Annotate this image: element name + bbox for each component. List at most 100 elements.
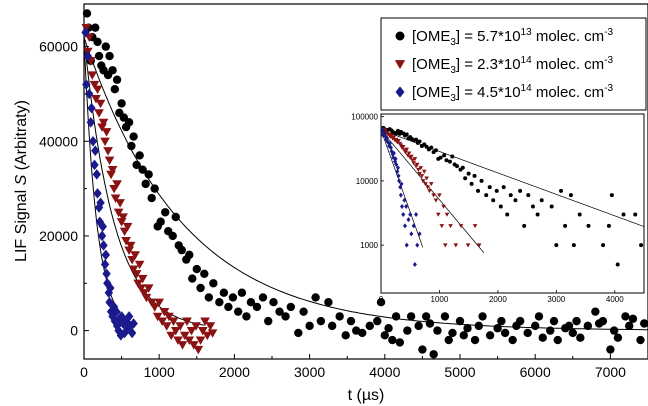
inset-point-series-0: [484, 193, 489, 198]
data-point-series-0: [112, 75, 122, 84]
inset-point-series-0: [606, 223, 611, 228]
inset-point-series-1: [404, 147, 410, 152]
inset-point-series-1: [409, 154, 414, 159]
data-point-series-0: [395, 338, 405, 347]
data-point-series-1: [122, 222, 133, 232]
y-tick-label: 60000: [39, 39, 78, 55]
data-point-series-1: [130, 251, 140, 260]
y-tick-label: 0: [70, 323, 78, 339]
inset-point-series-0: [469, 181, 474, 186]
data-point-series-1: [166, 331, 177, 341]
data-point-series-1: [118, 213, 128, 222]
inset-point-series-0: [568, 193, 573, 198]
inset-point-series-0: [463, 176, 468, 181]
data-point-series-0: [358, 328, 367, 338]
inset-point-series-2: [402, 197, 407, 203]
data-point-series-2: [112, 306, 121, 317]
inset-point-series-1: [442, 243, 448, 248]
data-point-series-0: [224, 302, 233, 312]
data-point-series-0: [598, 316, 608, 326]
inset-point-series-1: [410, 158, 415, 163]
data-point-series-0: [534, 312, 544, 321]
inset-point-series-1: [419, 174, 425, 179]
data-point-series-0: [110, 85, 120, 94]
inset-point-series-2: [391, 150, 396, 156]
data-point-series-0: [621, 312, 630, 321]
data-point-series-1: [91, 95, 101, 104]
data-point-series-1: [175, 322, 186, 331]
data-point-series-1: [200, 317, 210, 326]
data-point-series-1: [100, 137, 110, 147]
inset-point-series-2: [388, 145, 393, 151]
data-point-series-2: [112, 320, 122, 332]
data-point-series-0: [258, 293, 268, 302]
inset-point-series-1: [417, 171, 422, 176]
legend-label-1: [OME3] = 2.3*1014 molec. cm-3: [412, 55, 614, 76]
data-point-series-0: [609, 326, 619, 335]
data-point-series-1: [133, 279, 143, 289]
x-axis-title: t (µs): [348, 387, 385, 404]
data-point-series-1: [94, 109, 104, 118]
data-point-series-0: [185, 250, 194, 260]
data-point-series-0: [233, 307, 243, 316]
data-point-series-0: [200, 269, 209, 278]
inset-point-series-2: [401, 211, 406, 217]
data-point-series-1: [146, 298, 157, 308]
inset-point-series-2: [387, 141, 392, 147]
inset-point-series-0: [447, 159, 452, 164]
inset-point-series-2: [384, 135, 389, 141]
data-point-series-0: [613, 333, 623, 342]
inset-point-series-0: [429, 145, 434, 150]
data-point-series-0: [474, 321, 483, 331]
data-point-series-2: [106, 282, 115, 294]
data-point-series-0: [628, 314, 638, 323]
data-point-series-0: [440, 312, 450, 321]
inset-point-series-0: [586, 223, 591, 228]
data-point-series-1: [112, 180, 122, 189]
inset-point-series-1: [453, 243, 459, 248]
inset-x-tick-label: 0: [379, 295, 384, 304]
inset-point-series-1: [439, 224, 445, 229]
inset-point-series-2: [395, 165, 400, 171]
inset-point-series-2: [396, 173, 401, 179]
inset-x-axis-ticks: 0 1000 2000 3000 4000: [379, 290, 624, 304]
data-point-series-2: [118, 318, 128, 329]
y-axis-ticks: 0 20000 40000 60000: [39, 39, 89, 339]
inset-point-series-0: [498, 204, 503, 209]
inset-point-series-0: [424, 144, 429, 149]
data-point-series-0: [546, 326, 555, 335]
data-point-series-1: [207, 329, 218, 338]
inset-point-series-0: [539, 198, 544, 203]
data-point-series-1: [186, 326, 197, 336]
y-axis-title-var: S: [13, 174, 30, 185]
y-tick-label: 20000: [39, 228, 78, 244]
main-plot: 0 1000 2000 3000 4000 5000 6000 7000 0200004000…: [13, 3, 648, 404]
data-point-series-2: [98, 221, 107, 232]
inset-point-series-0: [535, 212, 540, 217]
inset-point-series-0: [414, 137, 419, 142]
data-point-series-0: [324, 298, 333, 307]
data-point-series-1: [141, 293, 152, 303]
inset-point-series-0: [476, 188, 481, 193]
inset-point-series-2: [381, 129, 386, 135]
x-tick-label: 3000: [294, 364, 325, 380]
inset-point-series-0: [549, 204, 554, 209]
data-point-series-0: [376, 298, 386, 307]
data-point-series-2: [123, 322, 132, 334]
data-point-series-1: [107, 166, 118, 175]
data-point-series-0: [470, 335, 480, 345]
inset-point-series-0: [438, 155, 443, 160]
inset-point-series-0: [454, 164, 459, 169]
x-tick-label: 1000: [144, 364, 175, 380]
inset-point-series-0: [505, 212, 510, 217]
inset-point-series-2: [404, 203, 409, 209]
data-point-series-0: [171, 212, 180, 222]
inset-point-series-0: [530, 204, 535, 209]
inset-point-series-1: [421, 169, 427, 174]
data-point-series-2: [81, 27, 90, 38]
inset-point-series-1: [423, 182, 428, 187]
data-points: [81, 9, 648, 359]
inset-point-series-0: [559, 188, 564, 193]
inset-point-series-0: [577, 212, 582, 217]
